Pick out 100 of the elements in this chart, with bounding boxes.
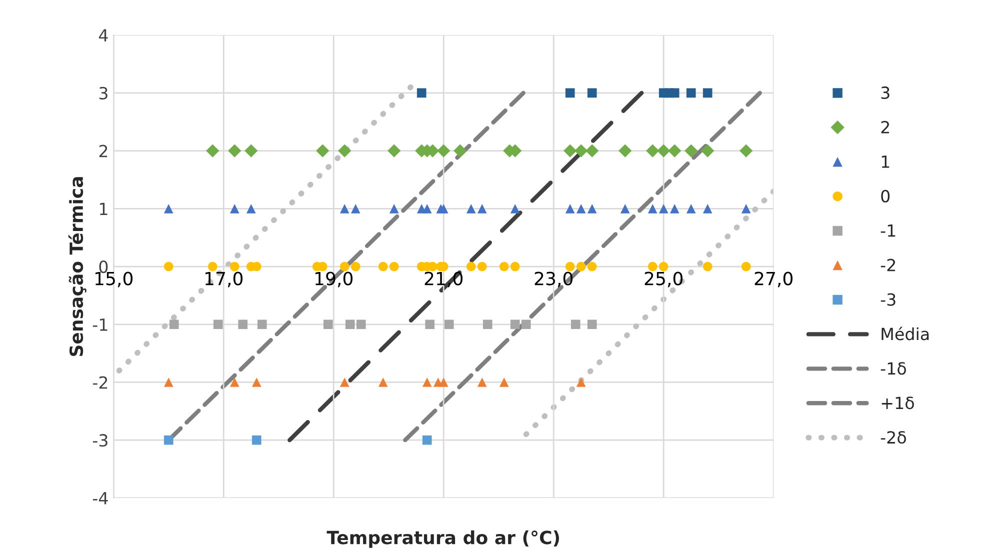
y-tick-label: 3 [99, 86, 108, 100]
point [657, 144, 670, 158]
point [648, 204, 658, 214]
point [388, 144, 401, 158]
point [454, 144, 467, 158]
x-tick-label: 15,0 [96, 272, 133, 288]
point [323, 320, 333, 330]
point [477, 262, 487, 272]
point [658, 204, 668, 214]
point [378, 262, 388, 272]
point [230, 204, 240, 214]
point [620, 204, 630, 214]
point [422, 435, 432, 445]
legend-label: -2 [880, 258, 896, 272]
legend-label: 1 [882, 156, 890, 168]
point [350, 204, 360, 214]
legend-label: Média [882, 326, 929, 340]
point [425, 320, 435, 330]
x-tick-label: 17,0 [206, 272, 243, 288]
x-tick-label: 25,0 [644, 272, 683, 288]
point [618, 144, 632, 158]
point [164, 435, 174, 445]
point [169, 320, 179, 330]
point [477, 378, 487, 387]
point [416, 88, 426, 98]
point [741, 262, 751, 272]
point [587, 88, 597, 98]
point [570, 320, 580, 330]
legend-label: -1 [880, 224, 896, 237]
point [252, 378, 262, 387]
point [213, 320, 223, 330]
point [576, 378, 586, 387]
y-tick-label: -4 [92, 492, 108, 504]
point [670, 88, 680, 98]
point [587, 262, 597, 272]
point [345, 320, 355, 330]
y-axis-title: Sensação Térmica [68, 177, 86, 356]
point [587, 320, 597, 330]
y-tick-label: 1 [100, 202, 108, 215]
point [670, 204, 680, 214]
y-tick-label: -3 [92, 434, 108, 447]
point [702, 204, 712, 214]
y-tick-label: -1 [92, 318, 108, 331]
x-tick-label: 19,0 [315, 272, 353, 288]
point [701, 144, 714, 158]
point [686, 88, 696, 98]
y-tick-label: 0 [99, 260, 108, 274]
point [340, 204, 350, 214]
point [586, 144, 599, 158]
point [702, 262, 712, 272]
point [702, 88, 712, 98]
legend-label: +1δ [882, 396, 914, 410]
x-axis-title: Temperatura do ar (°C) [326, 530, 559, 548]
point [438, 204, 448, 214]
point [521, 320, 531, 330]
x-tick-label: 23,0 [534, 272, 573, 288]
legend-label: -2δ [880, 431, 906, 444]
point [658, 262, 668, 272]
point [437, 144, 450, 158]
point [576, 262, 586, 272]
point [316, 144, 330, 158]
point [252, 435, 262, 445]
point [477, 204, 487, 214]
point [668, 144, 682, 158]
point [686, 204, 696, 214]
point [244, 144, 258, 158]
point [438, 378, 448, 387]
point [206, 144, 220, 158]
point [208, 262, 218, 272]
point [466, 262, 476, 272]
y-tick-label: 2 [99, 144, 108, 158]
point [740, 144, 753, 158]
point [164, 262, 174, 272]
point [164, 378, 174, 387]
point [238, 320, 248, 330]
point [646, 144, 660, 158]
point [257, 320, 267, 330]
point [422, 204, 432, 214]
point [356, 320, 366, 330]
legend-label: 0 [881, 190, 890, 202]
point [378, 378, 388, 387]
point [340, 378, 350, 387]
point [510, 320, 520, 330]
y-tick-label: -2 [92, 376, 108, 389]
point [228, 144, 242, 158]
point [741, 204, 751, 214]
point [684, 144, 698, 158]
point [246, 204, 256, 214]
point [389, 262, 399, 272]
legend-label: 3 [881, 86, 890, 100]
point [499, 262, 509, 272]
legend-label: -1δ [880, 362, 906, 375]
point [230, 378, 240, 387]
legend-label: 2 [881, 120, 890, 134]
point [389, 204, 399, 214]
y-tick-label: 4 [98, 29, 108, 42]
point [164, 204, 174, 214]
point [576, 204, 586, 214]
point [230, 262, 240, 272]
point [564, 144, 577, 158]
